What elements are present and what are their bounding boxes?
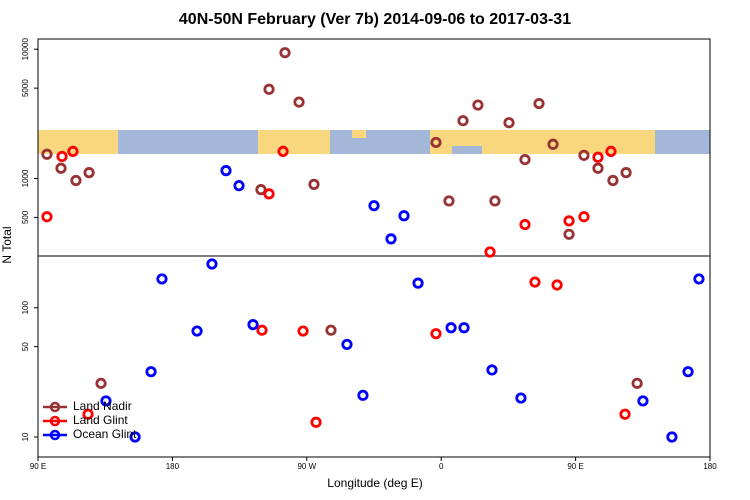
- data-point: [255, 184, 267, 196]
- data-point: [430, 328, 442, 340]
- data-point: [443, 195, 455, 207]
- legend-marker: [49, 401, 61, 413]
- data-point: [95, 377, 107, 389]
- data-point: [145, 366, 157, 378]
- data-point: [578, 149, 590, 161]
- data-point: [682, 366, 694, 378]
- data-point: [277, 145, 289, 158]
- data-point: [385, 233, 397, 245]
- data-point: [293, 96, 305, 108]
- chart-title: 40N-50N February (Ver 7b) 2014-09-06 to …: [179, 11, 571, 28]
- data-point: [279, 47, 291, 59]
- data-point: [129, 431, 141, 443]
- data-point: [70, 174, 82, 187]
- data-point: [41, 148, 53, 160]
- data-point: [472, 99, 484, 111]
- data-point: [41, 211, 53, 223]
- data-point: [67, 145, 79, 158]
- data-point: [605, 145, 617, 158]
- data-point: [56, 150, 68, 163]
- data-point: [515, 392, 527, 404]
- x-axis-label: Longitude (deg E): [327, 476, 422, 490]
- data-point: [100, 395, 112, 407]
- x-tick-label: 180: [703, 462, 717, 471]
- data-point: [156, 273, 168, 285]
- data-point: [308, 178, 320, 190]
- data-point: [563, 228, 575, 240]
- data-point: [637, 395, 649, 407]
- y-tick-label: 100: [21, 301, 30, 315]
- data-point: [486, 364, 498, 376]
- data-point: [430, 136, 442, 149]
- data-point: [341, 338, 353, 351]
- legend-label: Land Glint: [73, 413, 128, 427]
- data-point: [247, 319, 259, 331]
- legend-marker: [49, 415, 61, 427]
- data-point: [325, 324, 337, 336]
- data-point: [503, 117, 515, 129]
- data-point: [220, 165, 232, 177]
- x-tick-label: 90 W: [297, 462, 316, 471]
- data-point: [297, 325, 309, 337]
- data-point: [519, 153, 531, 166]
- data-point: [547, 138, 559, 150]
- y-tick-label: 500: [21, 210, 30, 224]
- data-point: [551, 279, 563, 291]
- data-point: [578, 211, 590, 223]
- data-point: [607, 174, 619, 187]
- data-point: [619, 408, 631, 420]
- data-point: [484, 246, 496, 258]
- data-point: [458, 322, 470, 334]
- data-point: [533, 97, 545, 110]
- data-point: [310, 416, 322, 428]
- y-tick-label: 10: [21, 432, 30, 441]
- y-tick-label: 1000: [21, 169, 30, 187]
- world-map-strip: [38, 130, 710, 154]
- data-point: [82, 408, 94, 420]
- legend-label: Land Nadir: [73, 399, 132, 413]
- data-point: [368, 200, 380, 212]
- data-point: [55, 162, 67, 174]
- plot-frame: [37, 38, 711, 458]
- y-tick-label: 5000: [21, 79, 30, 97]
- data-point: [256, 324, 268, 336]
- data-point: [263, 83, 275, 95]
- data-point: [592, 162, 604, 174]
- x-tick-label: 0: [439, 462, 444, 471]
- data-point: [457, 115, 469, 127]
- data-point: [398, 210, 410, 222]
- x-tick-label: 90 E: [567, 462, 583, 471]
- data-point: [489, 195, 501, 207]
- data-point: [592, 151, 604, 163]
- data-point: [263, 188, 275, 200]
- data-point: [563, 215, 575, 227]
- x-tick-label: 90 E: [30, 462, 46, 471]
- legend-marker: [49, 429, 61, 441]
- data-point: [519, 218, 531, 231]
- data-point: [357, 389, 369, 401]
- x-tick-label: 180: [166, 462, 180, 471]
- data-point: [206, 258, 218, 270]
- y-tick-label: 10000: [21, 38, 30, 61]
- data-point: [529, 276, 541, 288]
- y-tick-label: 50: [21, 342, 30, 351]
- y-axis-label: N Total: [0, 226, 14, 263]
- data-point: [631, 377, 643, 389]
- data-point: [233, 180, 245, 192]
- data-point: [445, 322, 457, 334]
- data-point: [666, 431, 678, 443]
- data-point: [693, 273, 705, 285]
- data-point: [620, 167, 632, 179]
- data-point: [191, 325, 203, 337]
- data-point: [83, 167, 95, 179]
- data-point: [412, 277, 424, 289]
- legend-label: Ocean Glint: [73, 427, 137, 441]
